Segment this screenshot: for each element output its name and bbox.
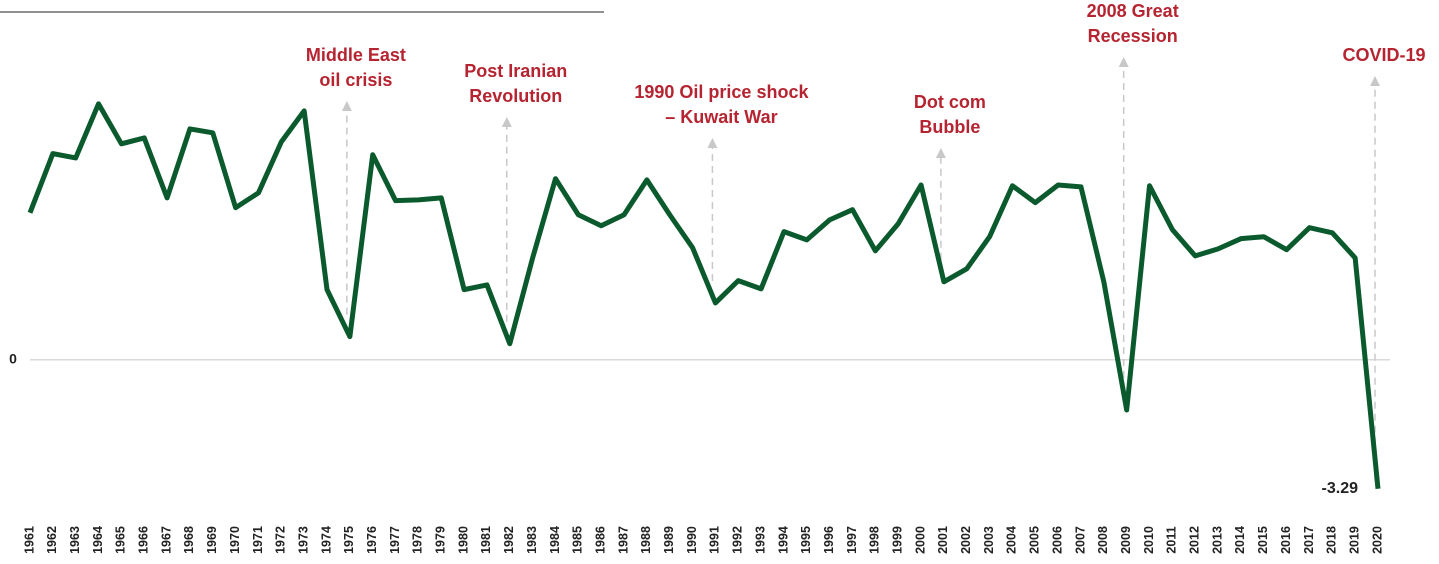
x-tick-label: 2007: [1073, 526, 1087, 554]
annotation-text: 2008 Great: [1087, 1, 1179, 21]
x-tick-label: 1985: [571, 526, 585, 554]
x-tick-label: 2002: [959, 526, 973, 554]
x-tick-label: 1966: [137, 526, 151, 554]
x-tick-label: 1993: [753, 526, 767, 554]
y-tick-label: 0: [9, 351, 17, 367]
annotation-text: Bubble: [919, 117, 980, 137]
x-tick-label: 1977: [388, 526, 402, 554]
x-tick-label: 1969: [205, 526, 219, 554]
x-tick-label: 1973: [296, 526, 310, 554]
annotation-arrowhead: [1370, 76, 1380, 86]
x-tick-label: 1962: [45, 526, 59, 554]
x-tick-label: 1979: [434, 526, 448, 554]
x-tick-label: 2006: [1050, 526, 1064, 554]
x-tick-label: 1975: [342, 526, 356, 554]
annotation-text: 1990 Oil price shock: [634, 82, 809, 102]
x-tick-label: 1999: [891, 526, 905, 554]
x-tick-label: 1981: [479, 526, 493, 554]
x-tick-label: 1983: [525, 526, 539, 554]
x-tick-label: 1995: [799, 526, 813, 554]
x-tick-label: 2020: [1370, 526, 1384, 554]
annotation-arrowhead: [1118, 57, 1129, 67]
x-tick-label: 1964: [91, 526, 105, 554]
x-tick-label: 2009: [1119, 526, 1133, 554]
x-tick-label: 1965: [114, 526, 128, 554]
x-tick-label: 2011: [1165, 526, 1179, 553]
x-tick-label: 1986: [593, 526, 607, 554]
x-tick-label: 2015: [1256, 526, 1270, 554]
x-tick-label: 2003: [982, 526, 996, 554]
annotation-text: COVID-19: [1342, 45, 1425, 65]
x-tick-label: 1961: [22, 526, 36, 554]
x-tick-label: 1997: [845, 526, 859, 554]
x-tick-label: 2012: [1188, 526, 1202, 554]
annotation-text: Middle East: [306, 45, 406, 65]
x-tick-label: 1980: [456, 526, 470, 554]
x-tick-label: 2005: [1028, 526, 1042, 554]
data-line: [27, 101, 1381, 490]
x-tick-label: 1967: [159, 526, 173, 554]
x-tick-label: 1991: [708, 526, 722, 554]
x-tick-label: 1989: [662, 526, 676, 554]
x-tick-label: 1982: [502, 526, 516, 554]
annotation-arrowhead: [341, 101, 352, 111]
x-tick-label: 1996: [822, 526, 836, 554]
x-tick-label: 2017: [1302, 526, 1316, 554]
x-tick-label: 2016: [1279, 526, 1293, 554]
x-tick-label: 1990: [685, 526, 699, 554]
annotation-text: Dot com: [914, 92, 986, 112]
data-label: -3.29: [1322, 480, 1359, 497]
annotation-arrowhead: [707, 138, 718, 148]
x-tick-label: 1972: [274, 526, 288, 554]
x-tick-label: 1968: [182, 526, 196, 554]
x-tick-label: 2013: [1210, 526, 1224, 554]
x-tick-label: 1994: [776, 526, 790, 554]
annotation-arrowhead: [501, 117, 512, 127]
x-tick-label: 1998: [868, 526, 882, 554]
x-tick-label: 1970: [228, 526, 242, 554]
x-tick-label: 2014: [1233, 526, 1247, 554]
x-tick-label: 1984: [548, 526, 562, 554]
x-tick-label: 2004: [1005, 526, 1019, 554]
x-tick-label: 1976: [365, 526, 379, 554]
annotation-text: oil crisis: [319, 70, 392, 90]
x-tick-label: 1992: [731, 526, 745, 554]
annotation-text: Recession: [1088, 26, 1178, 46]
x-tick-label: 2019: [1347, 526, 1361, 554]
x-tick-label: 2018: [1325, 526, 1339, 554]
annotation-text: – Kuwait War: [665, 107, 777, 127]
x-tick-label: 1988: [639, 526, 653, 554]
x-tick-label: 1987: [616, 526, 630, 554]
x-tick-label: 2000: [913, 526, 927, 554]
x-tick-label: 1963: [68, 526, 82, 554]
x-tick-label: 2008: [1096, 526, 1110, 554]
annotation-arrowhead: [935, 148, 946, 158]
x-tick-label: 2010: [1142, 526, 1156, 554]
x-tick-label: 1971: [251, 526, 265, 554]
annotation-text: Post Iranian: [464, 61, 567, 81]
x-tick-label: 1974: [319, 526, 333, 554]
annotation-text: Revolution: [469, 86, 562, 106]
x-tick-label: 1978: [411, 526, 425, 554]
x-tick-label: 2001: [936, 526, 950, 554]
